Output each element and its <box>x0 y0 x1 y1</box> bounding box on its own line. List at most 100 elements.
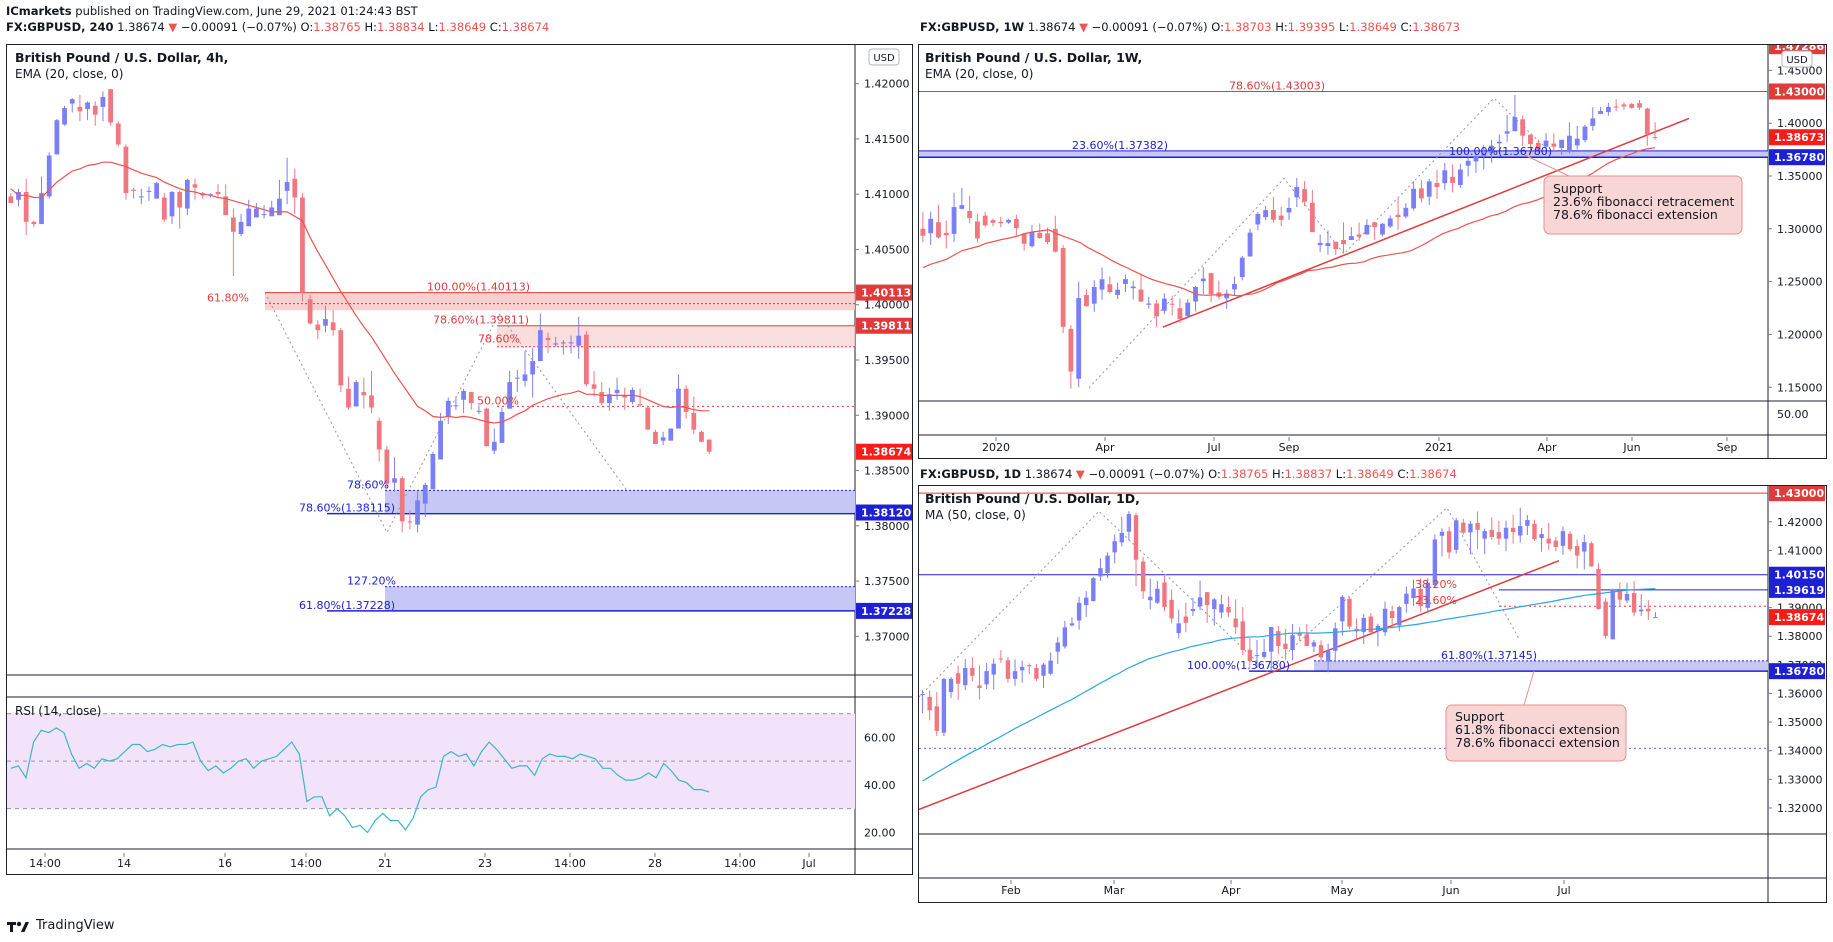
d1-candle-body <box>1062 627 1068 647</box>
h4-fib-label: 100.00%(1.40113) <box>427 281 530 294</box>
w1-candle-body <box>1232 283 1237 290</box>
d1-candle-body <box>1382 608 1388 633</box>
h4-candle-body <box>54 120 60 155</box>
d1-o-label: O: <box>1208 467 1221 481</box>
h4-candle-body <box>499 411 505 443</box>
d1-candle-body <box>1631 593 1637 613</box>
h4-candle-body <box>46 155 52 197</box>
d1-price-badge <box>1769 581 1825 598</box>
w1-price-badge <box>1769 129 1825 146</box>
d1-fib-zone <box>1314 660 1768 672</box>
h4-candle-body <box>92 105 98 115</box>
h4-symbol-header: FX:GBPUSD, 240 1.38674 ▼ −0.00091 (−0.07… <box>6 20 549 34</box>
h4-fib-zone-lower <box>385 490 855 513</box>
d1-candle-body <box>1518 526 1523 536</box>
rsi-line <box>10 727 710 834</box>
h4-candle-body <box>131 189 136 191</box>
h4-candle-body <box>77 106 83 112</box>
d1-fib-connector <box>918 506 1520 698</box>
h4-h-label: H: <box>364 20 378 34</box>
d1-candle-body <box>941 678 947 733</box>
w1-candle-body <box>1239 257 1245 278</box>
d1-price-badge <box>1769 485 1825 502</box>
d1-fib-label: 23.60% <box>1415 594 1457 607</box>
d1-candle-body <box>1589 543 1594 567</box>
d1-ma50-line <box>922 588 1656 782</box>
h4-change: −0.00091 (−0.07%) <box>180 20 297 34</box>
d1-candle-body <box>1233 618 1238 628</box>
h4-symbol: FX:GBPUSD, 240 <box>6 20 114 34</box>
w1-candle-body <box>1559 139 1565 148</box>
w1-candle-body <box>998 221 1004 224</box>
h4-candle-body <box>115 123 121 145</box>
d1-candle-body <box>1148 596 1153 601</box>
h4-candle-body <box>31 221 37 225</box>
d1-open: 1.38765 <box>1220 467 1269 481</box>
h4-candle-body <box>415 500 420 525</box>
w1-candle-body <box>1372 222 1378 228</box>
w1-candle-body <box>1278 215 1284 220</box>
d1-indicator-label: MA (50, close, 0) <box>925 508 1026 522</box>
h4-candle-body <box>246 208 252 227</box>
d1-note-line-2: 61.8% fibonacci extension <box>1455 722 1620 737</box>
w1-candle-body <box>1286 207 1292 213</box>
w1-fib-label: 78.60%(1.43003) <box>1229 79 1325 92</box>
w1-candle-body <box>951 207 957 234</box>
w1-o-label: O: <box>1211 20 1224 34</box>
d1-candle-body <box>1183 616 1189 623</box>
d1-price-badge-text: 1.43000 <box>1774 487 1824 500</box>
w1-x-tick-label: Jun <box>1622 441 1640 454</box>
h4-candle-body <box>614 389 620 394</box>
h4-candle-body <box>184 179 190 209</box>
h4-candle-body <box>530 361 536 375</box>
d1-candle-body <box>963 668 968 686</box>
h4-candle-body <box>668 428 674 441</box>
h4-candle-body <box>138 196 144 198</box>
d1-x-tick-label: Apr <box>1221 884 1241 897</box>
d1-candle-body <box>1639 609 1644 612</box>
h4-candle-body <box>338 330 344 386</box>
tradingview-brand[interactable]: TradingView <box>6 918 115 933</box>
d1-candle-body <box>1340 596 1345 622</box>
w1-support-note: Support 23.6% fibonacci retracement 78.6… <box>1543 175 1743 235</box>
w1-candle-body <box>1021 233 1027 244</box>
d1-candle-body <box>1034 668 1039 679</box>
h4-candle-body <box>284 182 290 191</box>
h4-chart-panel[interactable]: 100.00%(1.40113) 61.80% 78.60%(1.39811) 78.… <box>6 44 913 875</box>
w1-currency-button[interactable] <box>1781 50 1813 68</box>
h4-currency-button[interactable] <box>868 48 900 66</box>
h4-x-tick-label: 14:00 <box>554 857 586 870</box>
w1-y-tick-label: 1.45000 <box>1777 64 1823 77</box>
h4-fib-label: 61.80%(1.37228) <box>299 599 395 612</box>
w1-chart-svg[interactable]: 78.60%(1.43003) 23.60%(1.37382) 100.00%(1.… <box>919 38 1826 458</box>
w1-x-tick-label: Apr <box>1095 441 1115 454</box>
w1-candle-body <box>1496 141 1502 144</box>
h4-candle-body <box>576 335 582 346</box>
w1-candle-body <box>1574 138 1580 146</box>
d1-candle-body <box>1126 514 1132 532</box>
h4-candle-body <box>568 342 574 344</box>
d1-chart-panel[interactable]: 38.20% 23.60% 61.80%(1.37145) 100.00%(1.367… <box>918 485 1827 903</box>
w1-volume-tick-label: 50.00 <box>1777 408 1809 421</box>
d1-candle-body <box>1596 568 1601 610</box>
h4-chart-svg[interactable]: 100.00%(1.40113) 61.80% 78.60%(1.39811) 78.… <box>7 45 912 874</box>
rsi-label: RSI (14, close) <box>15 704 101 718</box>
d1-candle-body <box>1190 609 1196 612</box>
d1-candle-body <box>1297 632 1302 636</box>
w1-y-tick-label: 1.40000 <box>1777 117 1823 130</box>
h4-candle-body <box>361 392 367 396</box>
d1-candle-body <box>1325 650 1331 662</box>
h4-close: 1.38674 <box>501 20 550 34</box>
h4-candle-body <box>461 390 466 400</box>
d1-note-pointer <box>1523 671 1535 706</box>
h4-candle-body <box>315 324 321 331</box>
w1-currency-label: USD <box>1786 55 1808 66</box>
w1-candle-body <box>1247 232 1253 257</box>
h4-candle-body <box>430 453 436 490</box>
w1-candle-body <box>1037 232 1043 239</box>
d1-candle-body <box>970 668 975 676</box>
d1-chart-svg[interactable]: 38.20% 23.60% 61.80%(1.37145) 100.00%(1.367… <box>918 485 1826 902</box>
d1-candle-body <box>1069 623 1075 626</box>
d1-x-tick-label: Jun <box>1441 884 1459 897</box>
w1-chart-panel[interactable]: 78.60%(1.43003) 23.60%(1.37382) 100.00%(1.… <box>918 38 1827 459</box>
